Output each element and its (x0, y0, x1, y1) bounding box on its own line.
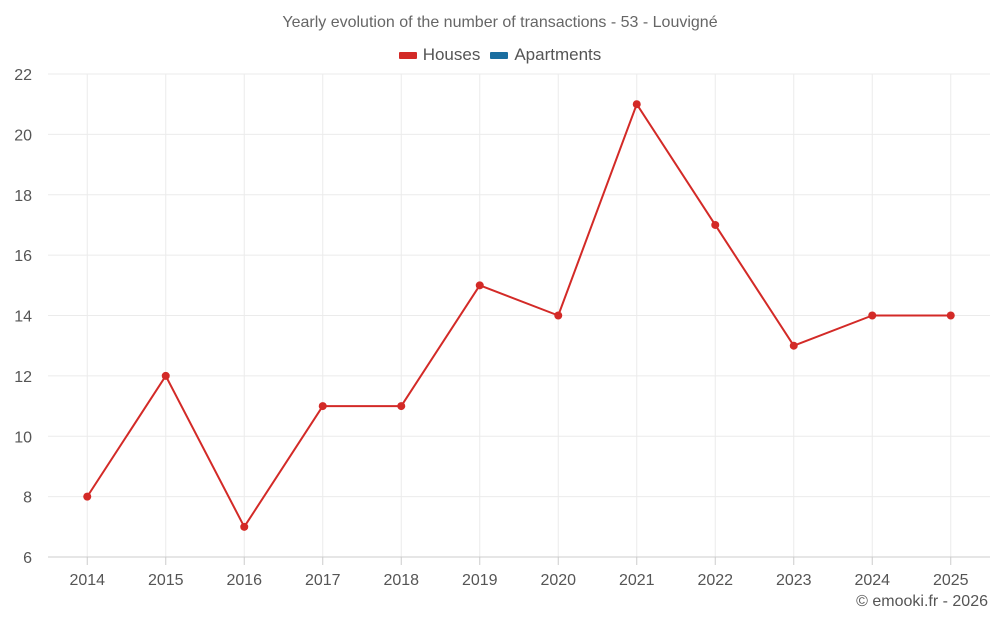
data-point-houses-2024[interactable] (868, 311, 877, 320)
data-point-houses-2017[interactable] (318, 402, 327, 411)
legend: Houses Apartments (0, 45, 1000, 65)
data-point-houses-2016[interactable] (240, 522, 249, 531)
series-line-houses (86, 103, 951, 528)
y-tick-label: 18 (14, 188, 32, 205)
legend-item-apartments[interactable]: Apartments (490, 45, 601, 65)
x-tick-label: 2021 (619, 572, 655, 589)
legend-label-apartments: Apartments (514, 45, 602, 64)
x-tick-label: 2022 (697, 572, 733, 589)
data-point-houses-2015[interactable] (161, 371, 170, 380)
data-point-houses-2019[interactable] (475, 281, 484, 290)
x-tick-label: 2016 (226, 572, 262, 589)
y-tick-label: 14 (14, 309, 32, 326)
data-point-houses-2014[interactable] (83, 492, 92, 501)
x-tick-label: 2023 (776, 572, 812, 589)
x-tick-label: 2019 (462, 572, 498, 589)
data-point-houses-2022[interactable] (711, 220, 720, 229)
y-tick-label: 22 (14, 67, 32, 84)
data-point-houses-2025[interactable] (946, 311, 955, 320)
y-tick-label: 6 (23, 550, 32, 567)
legend-swatch-apartments (490, 51, 509, 59)
data-point-houses-2021[interactable] (632, 100, 641, 109)
chart-title: Yearly evolution of the number of transa… (282, 14, 718, 31)
x-tick-label: 2018 (383, 572, 419, 589)
y-tick-label: 10 (14, 429, 32, 446)
y-tick-label: 8 (23, 490, 32, 507)
x-tick-label: 2024 (854, 572, 890, 589)
y-tick-label: 12 (14, 369, 32, 386)
x-tick-label: 2017 (305, 572, 341, 589)
legend-label-houses: Houses (422, 45, 481, 64)
x-tick-label: 2015 (148, 572, 184, 589)
x-tick-label: 2025 (933, 572, 969, 589)
data-point-houses-2023[interactable] (789, 341, 798, 350)
y-tick-label: 16 (14, 248, 32, 265)
legend-item-houses[interactable]: Houses (398, 45, 481, 65)
data-point-houses-2020[interactable] (554, 311, 563, 320)
credit-text: © emooki.fr - 2026 (856, 593, 988, 610)
data-point-houses-2018[interactable] (397, 402, 406, 411)
x-tick-label: 2014 (69, 572, 105, 589)
legend-swatch-houses (398, 51, 417, 59)
x-tick-label: 2020 (540, 572, 576, 589)
y-tick-label: 20 (14, 127, 32, 144)
